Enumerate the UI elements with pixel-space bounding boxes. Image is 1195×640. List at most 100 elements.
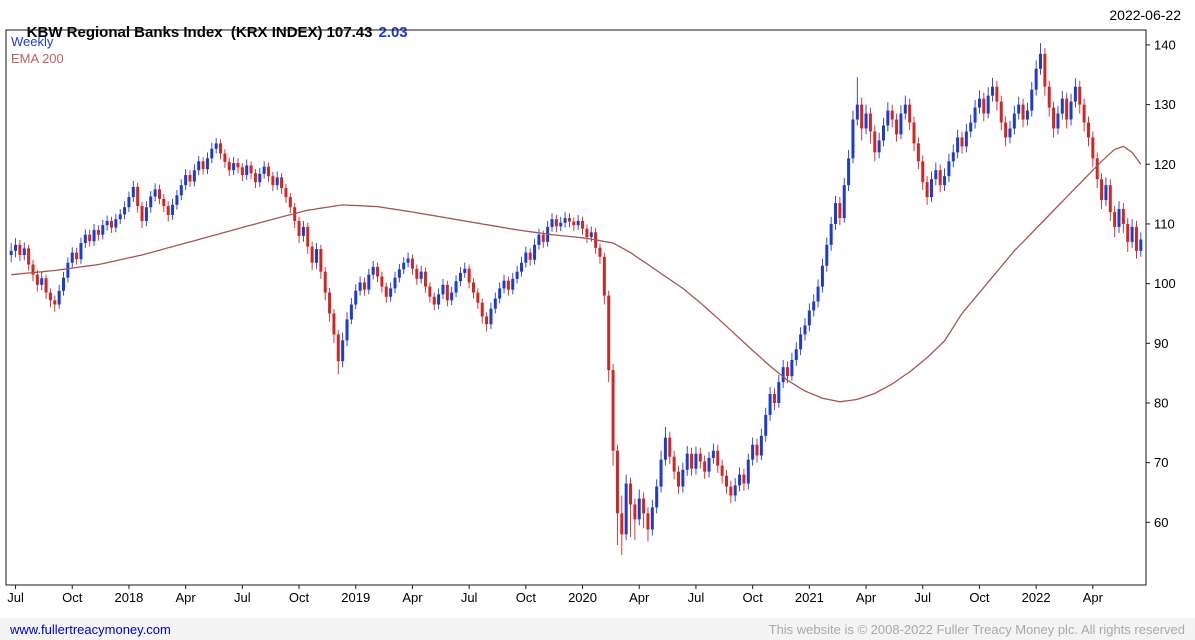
candle-body <box>450 292 454 301</box>
candle-body <box>280 177 284 189</box>
candle-body <box>1004 122 1008 138</box>
candle-body <box>179 185 183 196</box>
candle-body <box>62 277 66 291</box>
candle-body <box>834 203 838 224</box>
candle-body <box>668 437 672 457</box>
candle-body <box>1012 113 1016 129</box>
candle-body <box>698 453 702 462</box>
candle-body <box>489 308 493 325</box>
candle-body <box>1025 110 1029 120</box>
candle-body <box>938 170 942 186</box>
candle-body <box>991 86 995 96</box>
candle-body <box>127 197 131 208</box>
x-tick-label: Oct <box>289 590 310 605</box>
candle-body <box>362 282 366 290</box>
candle-body <box>1139 239 1143 251</box>
candle-body <box>1113 212 1117 227</box>
candle-body <box>786 367 790 377</box>
candle-body <box>376 266 380 277</box>
x-tick-label: 2018 <box>114 590 143 605</box>
candle-body <box>629 483 633 505</box>
candle-body <box>288 197 292 208</box>
candle-body <box>803 325 807 335</box>
y-tick-label: 90 <box>1154 336 1168 351</box>
candle-body <box>35 274 39 285</box>
candle-body <box>162 198 166 207</box>
candle-body <box>1034 68 1038 90</box>
candle-body <box>716 450 720 466</box>
candle-body <box>419 271 423 279</box>
candle-body <box>75 252 79 260</box>
candle-body <box>860 104 864 129</box>
candle-body <box>275 177 279 186</box>
candle-body <box>384 286 388 297</box>
candle-body <box>969 122 973 132</box>
candle-body <box>886 110 890 126</box>
candle-body <box>1056 113 1060 129</box>
candle-body <box>1078 86 1082 105</box>
candle-body <box>406 258 410 263</box>
candle-body <box>140 206 144 221</box>
y-tick-label: 80 <box>1154 395 1168 410</box>
candle-body <box>602 256 606 296</box>
candle-body <box>232 163 236 171</box>
candle-body <box>389 288 393 297</box>
candle-body <box>873 131 877 153</box>
candle-body <box>576 220 580 226</box>
candle-body <box>1130 226 1134 242</box>
x-tick-label: Oct <box>62 590 83 605</box>
last-price: 107.43 <box>326 24 373 41</box>
candle-body <box>559 222 563 227</box>
candle-body <box>1043 53 1047 87</box>
candle-body <box>306 226 310 247</box>
chart-title: KBW Regional Banks Index (KRX INDEX) 107.… <box>10 7 408 58</box>
candle-body <box>166 206 170 215</box>
candle-body <box>624 483 628 535</box>
candle-body <box>607 295 611 371</box>
y-axis: 60 70 80 90 100 110 120 130 140 <box>1146 37 1176 530</box>
candle-body <box>956 137 960 153</box>
candle-body <box>554 219 558 227</box>
candle-body <box>772 394 776 403</box>
candle-body <box>764 414 768 436</box>
candle-body <box>153 189 157 197</box>
x-tick-label: Apr <box>402 590 423 605</box>
candle-body <box>672 456 676 472</box>
candle-body <box>550 219 554 227</box>
candle-body <box>1095 158 1099 180</box>
candle-body <box>1117 209 1121 227</box>
candle-body <box>380 276 384 287</box>
candle-body <box>149 196 153 208</box>
candle-body <box>759 435 763 456</box>
candle-body <box>995 86 999 102</box>
website-link[interactable]: www.fullertreacymoney.com <box>10 621 171 637</box>
candle-body <box>236 163 240 168</box>
candle-body <box>88 234 92 242</box>
y-tick-label: 70 <box>1154 455 1168 470</box>
candle-body <box>48 292 52 301</box>
candle-body <box>986 95 990 114</box>
candle-body <box>655 486 659 508</box>
x-tick-label: Oct <box>516 590 537 605</box>
candle-body <box>742 474 746 484</box>
candle-body <box>519 262 523 272</box>
candle-body <box>973 107 977 123</box>
candle-body <box>227 161 231 171</box>
candle-body <box>284 188 288 198</box>
candle-body <box>271 176 275 186</box>
candle-body <box>934 170 938 180</box>
candle-body <box>903 104 907 114</box>
candle-body <box>799 334 803 350</box>
y-tick-label: 140 <box>1154 37 1176 52</box>
x-tick-label: 2019 <box>341 590 370 605</box>
candle-body <box>615 450 619 514</box>
x-tick-label: Jul <box>914 590 931 605</box>
candle-body <box>1039 53 1043 69</box>
candle-body <box>415 268 419 279</box>
candle-body <box>537 234 541 245</box>
copyright-text: This website is © 2008-2022 Fuller Treac… <box>768 621 1185 637</box>
candlestick-chart[interactable]: 60 70 80 90 100 110 120 130 140 Jul Oct 2018 Apr Jul O… <box>0 0 1195 615</box>
candle-body <box>751 444 755 460</box>
x-tick-label: 2022 <box>1022 590 1051 605</box>
